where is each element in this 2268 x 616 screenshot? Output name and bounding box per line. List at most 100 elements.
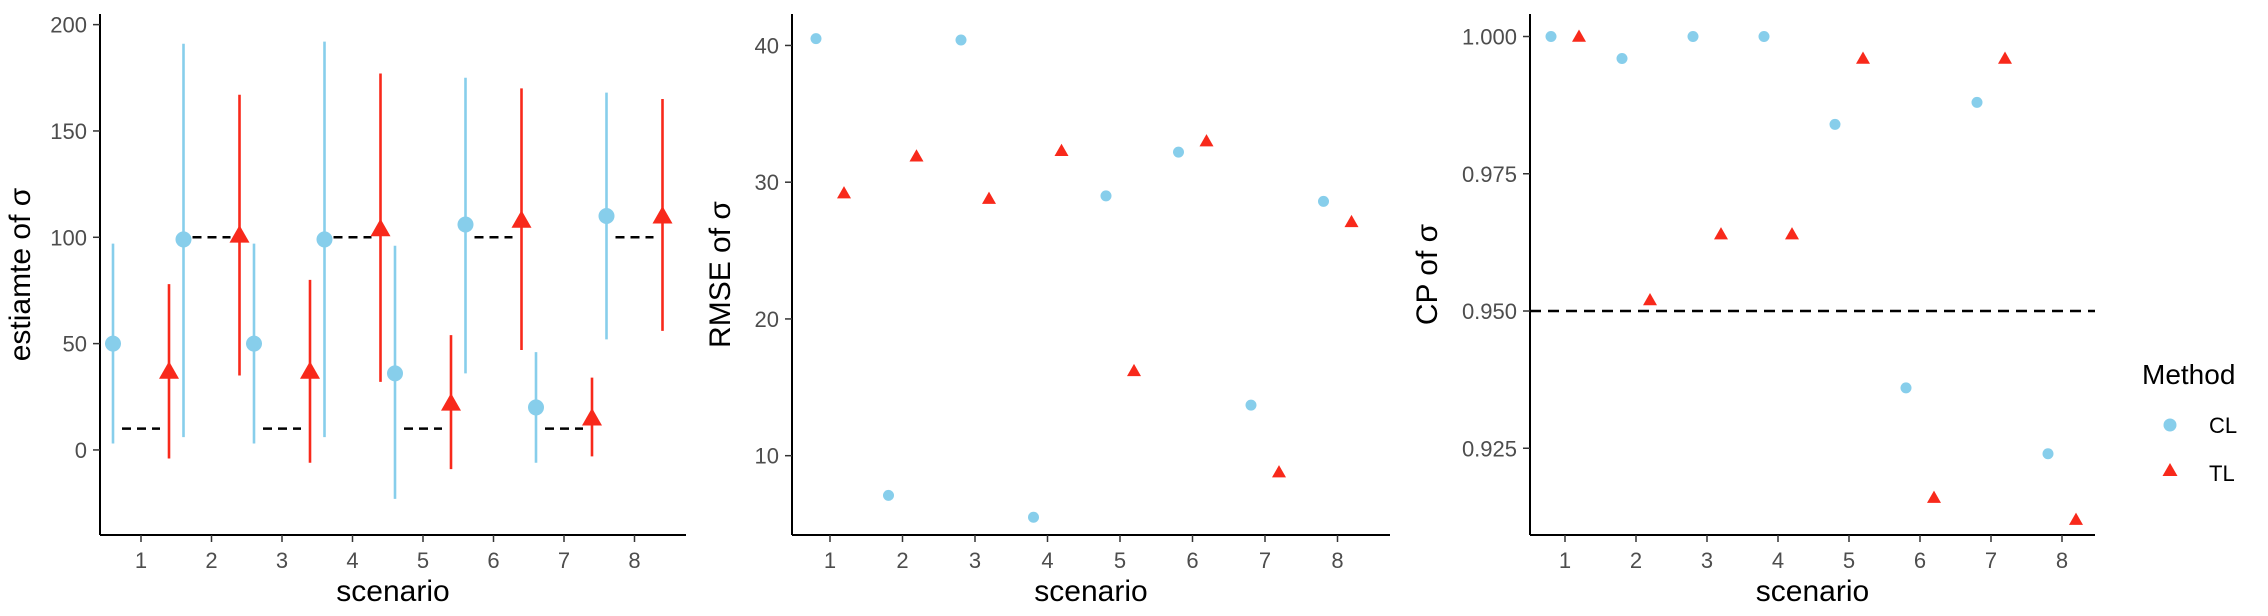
y-tick-label: 150	[50, 119, 87, 144]
point-cl	[387, 365, 403, 382]
point-cl	[1028, 511, 1039, 523]
x-axis-title: scenario	[1756, 575, 1869, 608]
point-cl	[457, 216, 474, 233]
point-cl	[1100, 190, 1112, 202]
x-tick-label: 1	[1559, 548, 1571, 573]
point-cl	[1245, 399, 1257, 411]
point-cl	[1616, 52, 1628, 64]
y-tick-label: 50	[63, 332, 87, 357]
point-cl	[1687, 31, 1699, 43]
point-tl	[1643, 293, 1657, 306]
point-tl	[909, 149, 924, 162]
y-axis-title: estiamte of σ	[4, 187, 37, 361]
point-tl	[1344, 214, 1359, 228]
point-cl	[1318, 195, 1329, 207]
x-tick-label: 1	[824, 548, 836, 573]
point-cl	[1545, 31, 1557, 43]
x-tick-label: 2	[205, 548, 217, 573]
legend-title: Method	[2142, 359, 2235, 390]
legend-label-tl: TL	[2209, 461, 2235, 486]
point-tl	[982, 191, 996, 204]
legend-label-cl: CL	[2209, 413, 2237, 438]
x-tick-label: 3	[276, 548, 288, 573]
x-axis-title: scenario	[1034, 575, 1147, 608]
point-tl	[1856, 51, 1870, 64]
point-cl	[246, 335, 262, 352]
point-tl	[441, 393, 461, 411]
y-tick-label: 0.975	[1462, 162, 1517, 187]
point-tl	[300, 361, 320, 379]
point-tl	[1127, 363, 1141, 377]
estimate-panel: 0 50 100 150 200 1 2 3 4 5 6 7 8 scenario estiamte of …	[4, 13, 686, 608]
point-cl	[1758, 31, 1770, 43]
point-tl	[1714, 227, 1728, 240]
point-tl	[1272, 465, 1286, 478]
point-tl	[837, 186, 851, 199]
x-tick-label: 2	[896, 548, 908, 573]
x-tick-label: 7	[1985, 548, 1997, 573]
y-tick-label: 0.925	[1462, 436, 1517, 461]
point-tl	[582, 408, 602, 426]
y-tick-label: 30	[755, 170, 779, 195]
point-cl	[810, 33, 822, 45]
x-tick-label: 7	[1259, 548, 1271, 573]
x-tick-label: 1	[135, 548, 147, 573]
point-cl	[955, 34, 967, 46]
point-tl	[1998, 51, 2012, 64]
point-cl	[2042, 448, 2054, 460]
point-cl	[105, 335, 121, 352]
y-tick-label: 200	[50, 13, 87, 38]
x-tick-label: 8	[628, 548, 640, 573]
point-tl	[1199, 134, 1214, 147]
y-axis-title: CP of σ	[1411, 223, 1444, 325]
y-tick-label: 40	[755, 33, 779, 58]
legend-key-tl-icon	[2162, 463, 2178, 476]
legend: Method CL TL	[2142, 359, 2237, 486]
point-tl	[159, 361, 179, 379]
legend-key-cl-icon	[2163, 418, 2177, 432]
y-tick-label: 10	[755, 444, 779, 469]
point-tl	[652, 206, 673, 224]
x-tick-label: 3	[969, 548, 981, 573]
x-tick-label: 8	[2056, 548, 2068, 573]
point-cl	[528, 399, 544, 416]
point-tl	[370, 218, 391, 237]
x-tick-label: 5	[1114, 548, 1126, 573]
point-tl	[1785, 227, 1799, 240]
point-tl	[229, 225, 250, 243]
x-tick-label: 6	[1914, 548, 1926, 573]
point-tl	[1927, 490, 1941, 503]
x-tick-label: 4	[1041, 548, 1053, 573]
point-cl	[883, 489, 894, 501]
y-axis-title: RMSE of σ	[704, 201, 737, 348]
x-tick-label: 3	[1701, 548, 1713, 573]
point-tl	[1054, 143, 1069, 156]
point-cl	[1900, 382, 1912, 394]
point-cl	[1829, 118, 1841, 130]
x-tick-label: 5	[1843, 548, 1855, 573]
point-cl	[1173, 146, 1184, 158]
cp-panel: 0.925 0.950 0.975 1.000 1 2 3 4 5 6 7 8 scenario CP o…	[1411, 14, 2095, 608]
x-tick-label: 2	[1630, 548, 1642, 573]
point-tl	[511, 210, 532, 228]
point-tl	[2069, 512, 2083, 525]
x-tick-label: 7	[558, 548, 570, 573]
x-tick-label: 8	[1331, 548, 1343, 573]
y-tick-label: 100	[50, 225, 87, 250]
y-tick-label: 0.950	[1462, 299, 1517, 324]
y-tick-label: 20	[755, 307, 779, 332]
point-cl	[598, 208, 615, 225]
x-axis-title: scenario	[336, 575, 449, 608]
x-tick-label: 6	[487, 548, 499, 573]
point-cl	[316, 231, 333, 248]
rmse-panel: 10 20 30 40 1 2 3 4 5 6 7 8 scenario RMSE of σ	[704, 14, 1390, 608]
x-tick-label: 4	[346, 548, 358, 573]
y-tick-label: 0	[75, 438, 87, 463]
point-cl	[175, 231, 192, 248]
x-tick-label: 6	[1186, 548, 1198, 573]
x-tick-label: 4	[1772, 548, 1784, 573]
y-tick-label: 1.000	[1462, 25, 1517, 50]
point-tl	[1572, 29, 1586, 42]
x-tick-label: 5	[417, 548, 429, 573]
